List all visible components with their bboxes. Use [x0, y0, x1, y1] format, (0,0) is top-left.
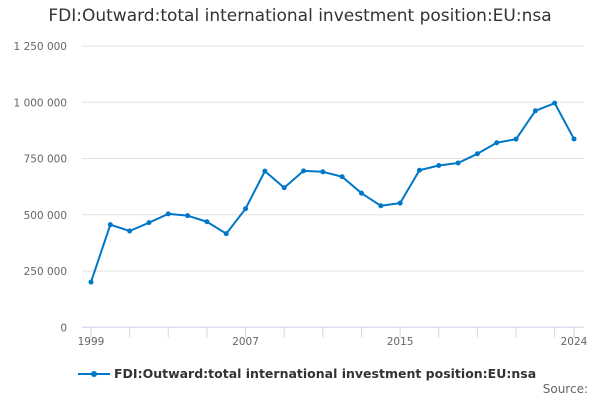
y-tick-label: 1 000 000 [14, 97, 67, 109]
legend-item[interactable]: FDI:Outward:total international investme… [78, 366, 536, 381]
x-tick-label: 2024 [561, 336, 588, 348]
chart-title: FDI:Outward:total international investme… [48, 6, 552, 26]
data-point [378, 203, 384, 209]
source-label: Source: [542, 382, 588, 396]
y-tick-label: 750 000 [24, 154, 67, 166]
data-point [127, 228, 133, 234]
data-point [474, 151, 480, 157]
data-point [436, 162, 442, 168]
data-point [358, 190, 364, 196]
data-point [552, 100, 558, 106]
y-tick-label: 1 250 000 [14, 41, 67, 53]
legend-line-marker-icon [78, 368, 110, 380]
data-point [262, 168, 268, 174]
x-tick-label: 2015 [387, 336, 414, 348]
data-point [416, 167, 422, 173]
x-tick-label: 2007 [232, 336, 259, 348]
data-point [571, 136, 577, 142]
data-point [532, 108, 538, 114]
data-point [455, 160, 461, 166]
data-point [88, 279, 94, 285]
data-point [281, 185, 287, 191]
data-point [339, 174, 345, 180]
data-point [223, 231, 229, 237]
y-tick-label: 500 000 [24, 210, 67, 222]
data-point [185, 213, 191, 219]
data-point [320, 169, 326, 175]
data-point [243, 206, 249, 212]
y-tick-label: 250 000 [24, 266, 67, 278]
data-point [107, 222, 113, 228]
data-point [146, 220, 152, 226]
data-point [165, 211, 171, 217]
series-line [90, 102, 575, 283]
x-tick-label: 1999 [78, 336, 105, 348]
legend-label: FDI:Outward:total international investme… [114, 366, 537, 381]
data-point [301, 168, 307, 174]
data-point [494, 140, 500, 146]
data-point [513, 136, 519, 142]
data-point [397, 200, 403, 206]
data-point [204, 219, 210, 225]
y-tick-label: 0 [60, 322, 67, 334]
